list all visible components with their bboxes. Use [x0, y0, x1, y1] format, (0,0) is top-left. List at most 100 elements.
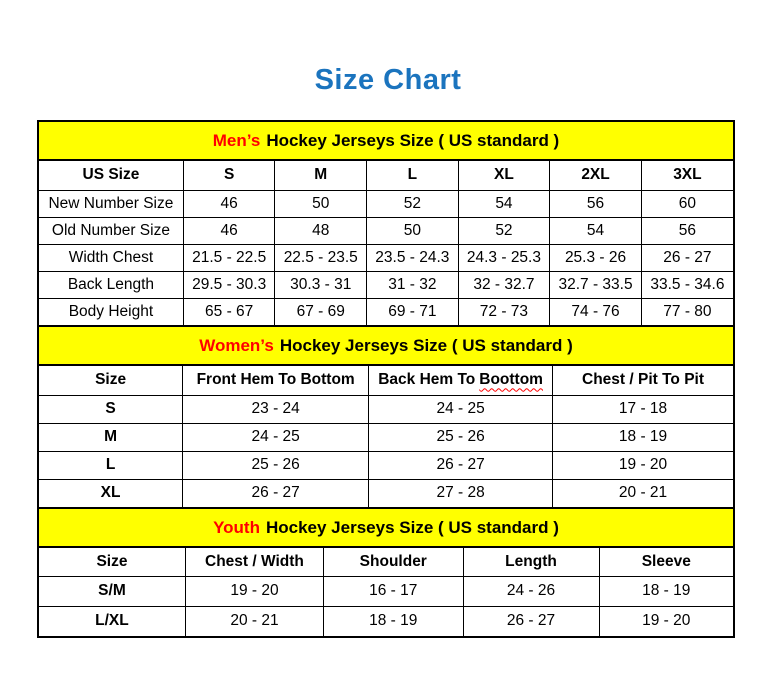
value-cell: 69 - 71	[366, 297, 459, 325]
table-row: M 24 - 25 25 - 26 18 - 19	[39, 422, 733, 452]
value-cell: 20 - 21	[184, 605, 325, 636]
value-cell: 50	[274, 189, 368, 218]
value-cell: 46	[182, 216, 276, 245]
mens-size-table: US Size S M L XL 2XL 3XL New Number Size…	[39, 161, 733, 325]
value-cell: 60	[640, 189, 733, 218]
youth-section-band: Youth Hockey Jerseys Size ( US standard …	[39, 507, 733, 548]
value-cell: 25 - 26	[368, 422, 554, 452]
table-row: L/XL 20 - 21 18 - 19 26 - 27 19 - 20	[39, 605, 733, 636]
col-header-cell: M	[274, 161, 368, 191]
value-cell: 74 - 76	[549, 297, 642, 325]
value-cell: 24.3 - 25.3	[457, 243, 551, 272]
table-row: Body Height 65 - 67 67 - 69 69 - 71 72 -…	[39, 297, 733, 325]
table-row: S/M 19 - 20 16 - 17 24 - 26 18 - 19	[39, 575, 733, 607]
row-label-cell: New Number Size	[39, 189, 184, 218]
value-cell: 26 - 27	[462, 605, 600, 636]
value-cell: 31 - 32	[366, 270, 459, 299]
row-label-cell: M	[39, 422, 184, 452]
value-cell: 56	[640, 216, 733, 245]
col-header-cell-misspelled: Back Hem To Boottom	[368, 366, 554, 396]
youth-section-title: Hockey Jerseys Size ( US standard )	[265, 517, 559, 537]
value-cell: 19 - 20	[184, 575, 325, 607]
value-cell: 24 - 25	[368, 394, 554, 424]
value-cell: 24 - 26	[462, 575, 600, 607]
youth-size-table: Size Chest / Width Shoulder Length Sleev…	[39, 548, 733, 636]
col-header-cell: Size	[39, 366, 184, 396]
womens-section-title: Hockey Jerseys Size ( US standard )	[279, 335, 573, 355]
misspelled-word: Boottom	[479, 371, 543, 389]
value-cell: 72 - 73	[457, 297, 551, 325]
value-cell: 65 - 67	[182, 297, 276, 325]
value-cell: 32.7 - 33.5	[549, 270, 642, 299]
row-label-cell: Back Length	[39, 270, 184, 299]
row-label-cell: Old Number Size	[39, 216, 184, 245]
value-cell: 29.5 - 30.3	[182, 270, 276, 299]
mens-section-title: Hockey Jerseys Size ( US standard )	[266, 130, 560, 150]
value-cell: 22.5 - 23.5	[274, 243, 368, 272]
womens-header-row: Size Front Hem To Bottom Back Hem To Boot…	[39, 366, 733, 396]
table-row: Back Length 29.5 - 30.3 30.3 - 31 31 - 3…	[39, 270, 733, 299]
value-cell: 77 - 80	[640, 297, 733, 325]
col-header-cell: US Size	[39, 161, 184, 191]
col-header-cell: L	[366, 161, 459, 191]
youth-header-row: Size Chest / Width Shoulder Length Sleev…	[39, 548, 733, 577]
womens-section-highlight: Women’s	[199, 335, 274, 355]
col-header-cell: 3XL	[640, 161, 733, 191]
youth-section-highlight: Youth	[213, 517, 260, 537]
value-cell: 26 - 27	[368, 450, 554, 480]
value-cell: 26 - 27	[640, 243, 733, 272]
value-cell: 54	[457, 189, 551, 218]
table-row: Old Number Size 46 48 50 52 54 56	[39, 216, 733, 245]
mens-section-highlight: Men’s	[212, 130, 261, 150]
size-chart-tables: Men’s Hockey Jerseys Size ( US standard …	[37, 120, 735, 638]
row-label-cell: L	[39, 450, 184, 480]
col-header-cell: Chest / Pit To Pit	[552, 366, 733, 396]
value-cell: 54	[549, 216, 642, 245]
value-cell: 52	[366, 189, 459, 218]
value-cell: 50	[366, 216, 459, 245]
col-header-cell: Shoulder	[323, 548, 464, 577]
value-cell: 32 - 32.7	[457, 270, 551, 299]
value-cell: 30.3 - 31	[274, 270, 368, 299]
womens-section-band: Women’s Hockey Jerseys Size ( US standar…	[39, 325, 733, 366]
table-row: XL 26 - 27 27 - 28 20 - 21	[39, 478, 733, 507]
col-header-cell: XL	[457, 161, 551, 191]
value-cell: 18 - 19	[598, 575, 733, 607]
col-header-cell: Chest / Width	[184, 548, 325, 577]
value-cell: 33.5 - 34.6	[640, 270, 733, 299]
value-cell: 52	[457, 216, 551, 245]
value-cell: 19 - 20	[598, 605, 733, 636]
col-header-cell: Length	[462, 548, 600, 577]
table-row: Width Chest 21.5 - 22.5 22.5 - 23.5 23.5…	[39, 243, 733, 272]
value-cell: 23 - 24	[182, 394, 370, 424]
row-label-cell: S/M	[39, 575, 186, 607]
value-cell: 20 - 21	[552, 478, 733, 507]
womens-size-table: Size Front Hem To Bottom Back Hem To Boot…	[39, 366, 733, 507]
value-cell: 67 - 69	[274, 297, 368, 325]
row-label-cell: XL	[39, 478, 184, 507]
value-cell: 19 - 20	[552, 450, 733, 480]
col-header-cell: S	[182, 161, 276, 191]
table-row: New Number Size 46 50 52 54 56 60	[39, 189, 733, 218]
table-row: L 25 - 26 26 - 27 19 - 20	[39, 450, 733, 480]
col-header-cell: 2XL	[549, 161, 642, 191]
row-label-cell: L/XL	[39, 605, 186, 636]
value-cell: 23.5 - 24.3	[366, 243, 459, 272]
row-label-cell: Body Height	[39, 297, 184, 325]
value-cell: 25.3 - 26	[549, 243, 642, 272]
value-cell: 27 - 28	[368, 478, 554, 507]
table-row: S 23 - 24 24 - 25 17 - 18	[39, 394, 733, 424]
value-cell: 21.5 - 22.5	[182, 243, 276, 272]
row-label-cell: Width Chest	[39, 243, 184, 272]
col-header-text: Back Hem To	[378, 371, 476, 389]
page-title: Size Chart	[314, 64, 462, 96]
mens-header-row: US Size S M L XL 2XL 3XL	[39, 161, 733, 191]
value-cell: 56	[549, 189, 642, 218]
value-cell: 25 - 26	[182, 450, 370, 480]
value-cell: 48	[274, 216, 368, 245]
value-cell: 17 - 18	[552, 394, 733, 424]
value-cell: 46	[182, 189, 276, 218]
value-cell: 18 - 19	[552, 422, 733, 452]
value-cell: 24 - 25	[182, 422, 370, 452]
